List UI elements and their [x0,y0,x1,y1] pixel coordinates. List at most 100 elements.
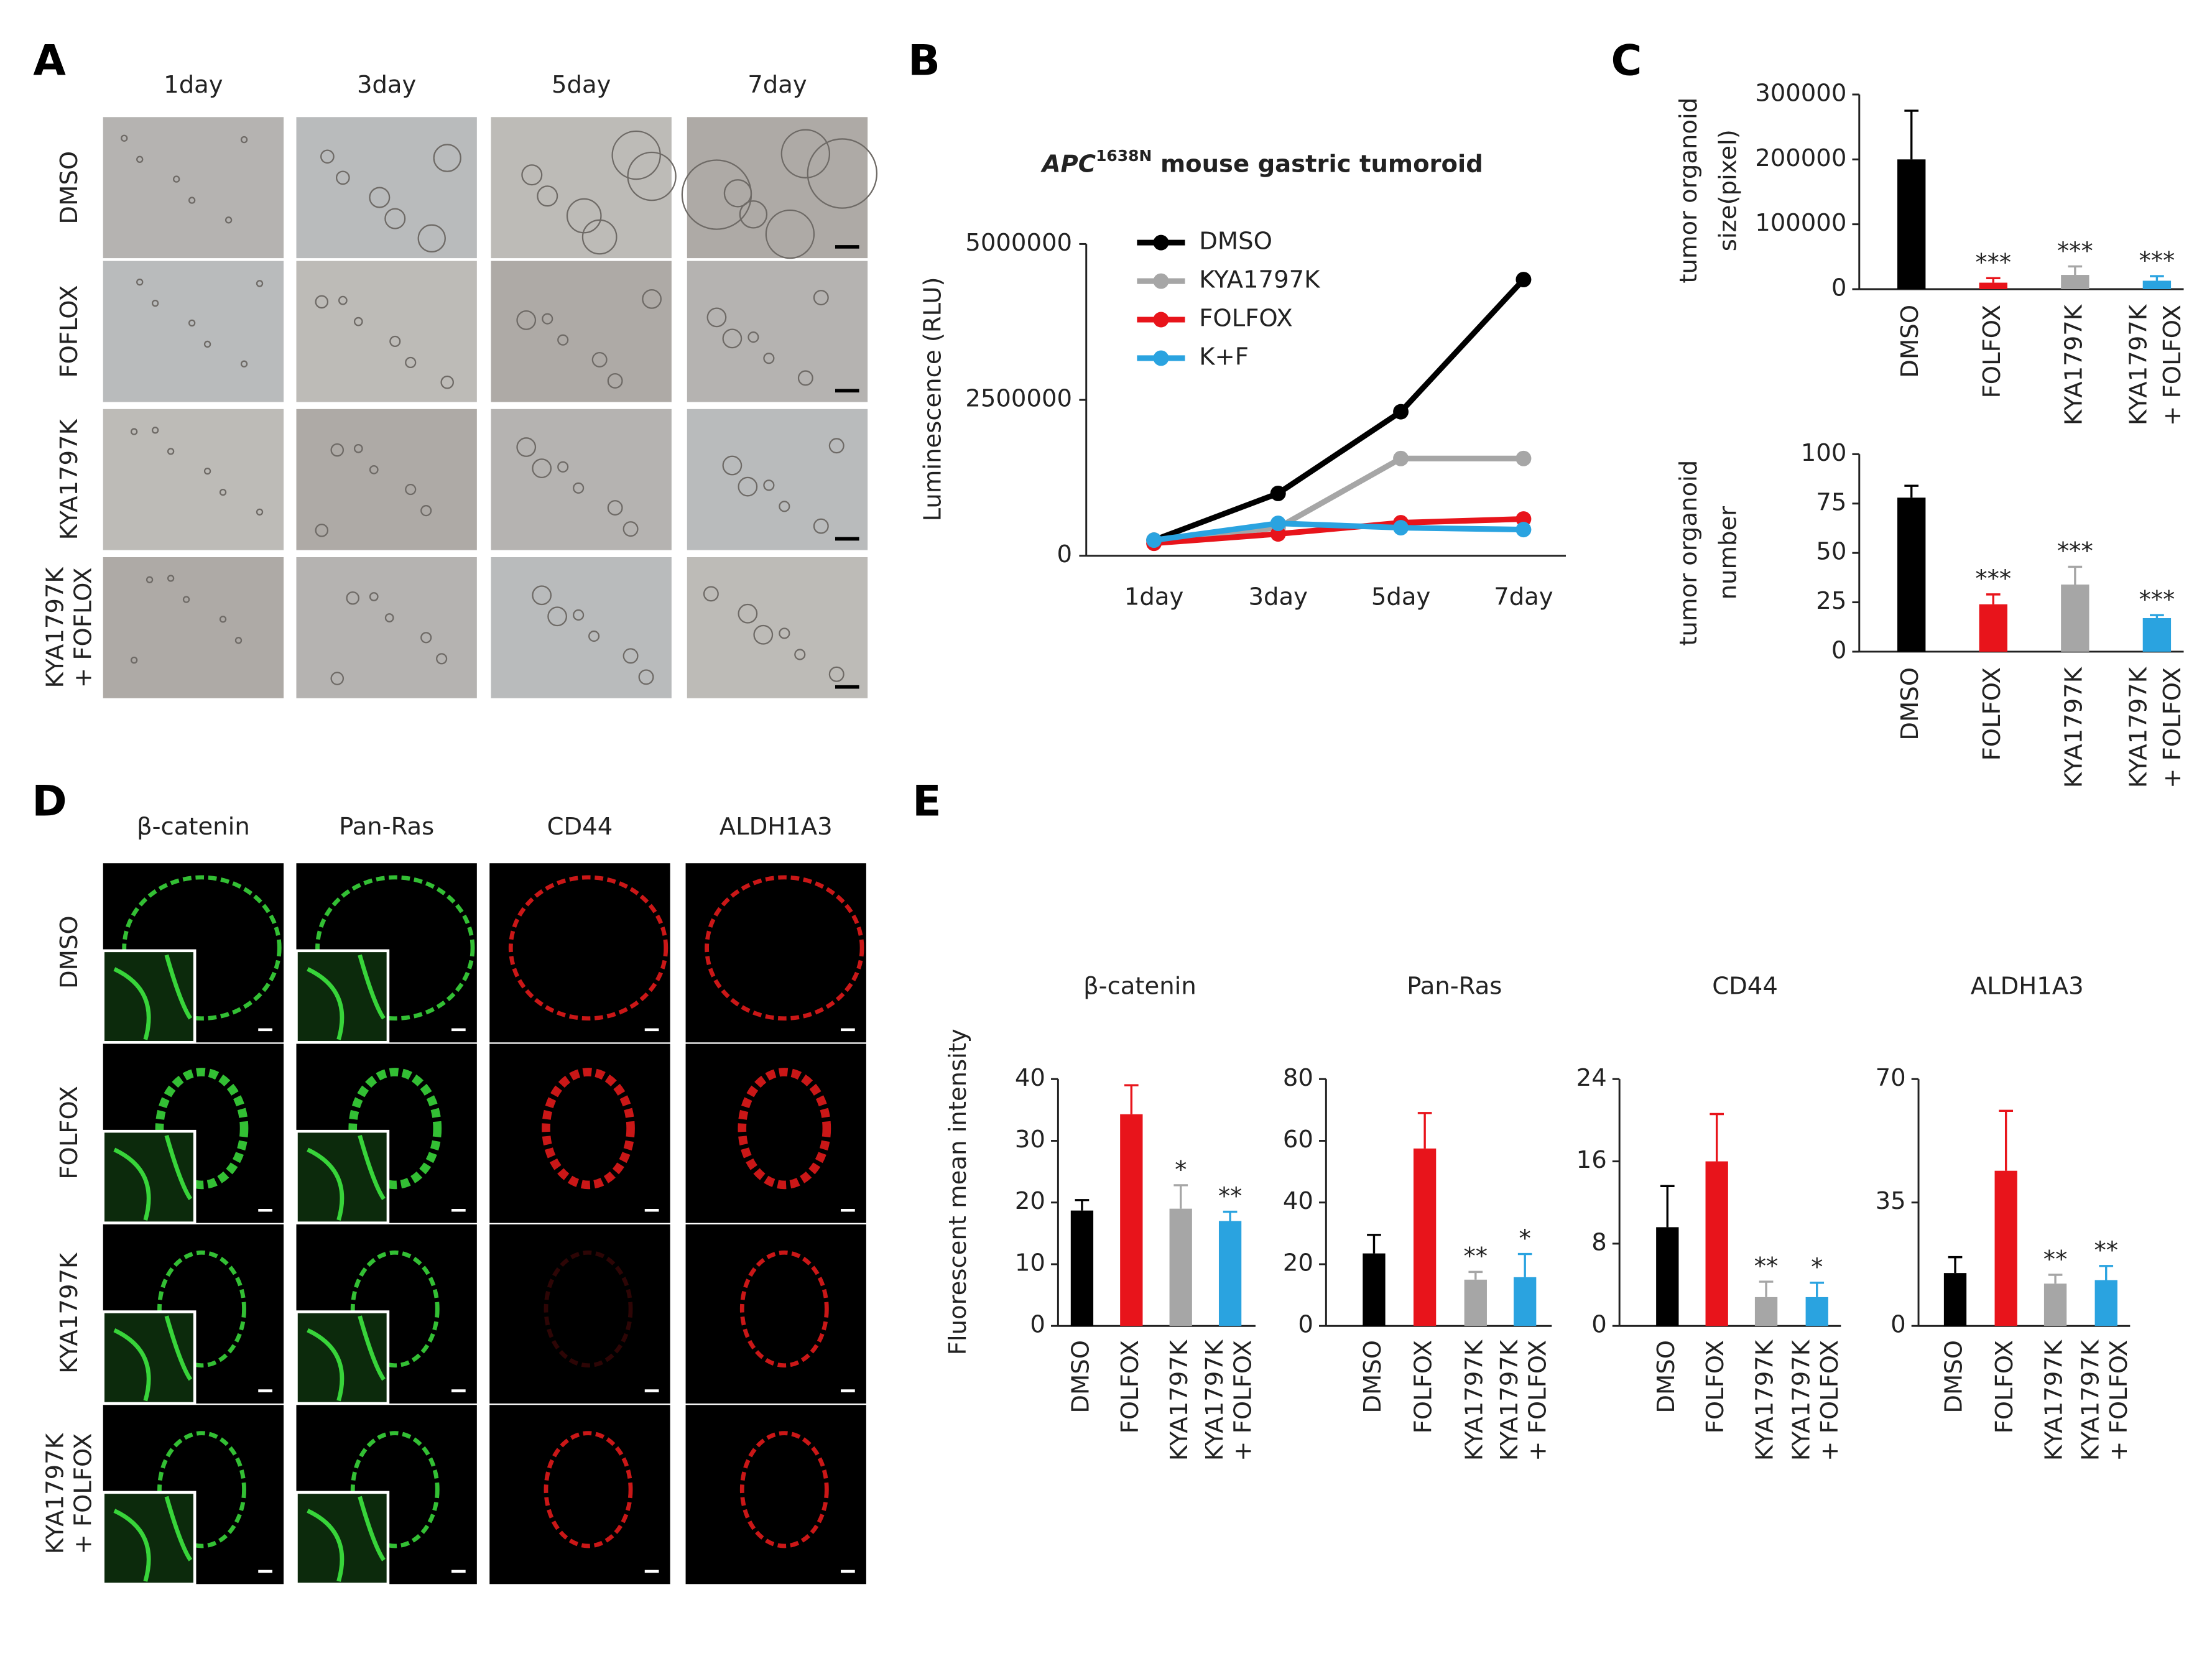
micrograph [685,863,866,1043]
y-tick-label: 40 [1283,1187,1313,1215]
column-label: ALDH1A3 [720,813,833,841]
inset-cell [113,1315,193,1402]
stained-organoid [348,1068,442,1190]
point [1516,511,1532,527]
organoid [521,164,543,186]
organoid [763,479,775,491]
organoid [753,624,774,645]
point [1393,404,1409,420]
significance-label: ** [1464,1242,1488,1270]
inset-cell [307,954,386,1040]
significance-label: *** [2139,247,2175,275]
y-tick-label: 5000000 [965,229,1072,257]
organoid [779,627,790,639]
micrograph [685,1043,866,1223]
bar [1363,1253,1386,1326]
row-label: KYA1797K [41,1432,69,1554]
organoid [369,592,379,601]
organoid [405,484,417,496]
x-tick-label: FOLFOX [1410,1340,1438,1433]
y-tick-label: 20 [1015,1187,1045,1215]
panel-letter: A [33,37,66,86]
stained-organoid [350,1431,440,1548]
x-tick-label: DMSO [1067,1340,1094,1413]
stained-organoid [155,1068,249,1190]
y-axis-label: tumor organoid [1675,98,1703,284]
organoid [203,340,211,348]
row-label: DMSO [55,915,83,989]
organoid [315,524,329,537]
organoid [320,149,335,164]
chart-title: β-catenin [1083,972,1196,1000]
organoid [581,219,618,255]
y-tick-label: 0 [1591,1311,1607,1339]
y-axis-label: size(pixel) [1715,129,1742,251]
organoid [353,443,363,453]
bar [1943,1273,1967,1326]
bar [2142,618,2172,652]
bar [1656,1227,1679,1326]
micrograph [685,1405,866,1584]
bar [1979,282,2007,290]
point [1146,532,1162,548]
micrograph [103,261,284,402]
micrograph [296,557,477,698]
row-label: FOFLOX [55,285,83,378]
bar [1464,1279,1487,1326]
column-label: β-catenin [137,813,250,841]
inset-cell [113,954,193,1040]
legend-marker [1153,350,1169,366]
organoid [330,672,345,685]
organoid [681,159,752,230]
x-tick-label: + FOLFOX [1229,1340,1257,1461]
x-tick-label: KYA1797K [1460,1339,1488,1461]
significance-label: ** [1754,1252,1779,1280]
significance-label: *** [2057,237,2093,265]
bar [1514,1277,1537,1326]
organoid [420,505,432,517]
organoid [763,353,775,364]
micrograph [489,1405,670,1584]
organoid [167,448,175,455]
stained-organoid [705,875,864,1021]
legend-label: DMSO [1199,228,1272,256]
micrograph [489,863,670,1043]
organoid [420,632,432,644]
organoid [353,317,363,326]
micrograph [296,409,477,550]
micrograph [296,261,477,402]
y-tick-label: 2500000 [965,385,1072,413]
y-tick-label: 0 [1057,540,1073,568]
y-tick-label: 8 [1591,1228,1607,1256]
chart-title: ALDH1A3 [1971,972,2084,1000]
organoid [542,313,553,325]
organoid [234,637,243,644]
row-label: + FOLFOX [70,1433,98,1555]
legend-label: FOLFOX [1199,304,1292,332]
organoid [627,151,677,201]
y-tick-label: 0 [1030,1311,1045,1339]
x-tick-label: + FOLFOX [2159,667,2187,789]
bar [1169,1208,1192,1326]
organoid [151,427,159,434]
stained-organoid [739,1250,829,1368]
organoid [136,155,144,163]
legend-label: KYA1797K [1199,266,1321,294]
organoid [315,295,329,309]
organoid [136,278,144,286]
x-tick-label: KYA1797K [1165,1339,1193,1461]
organoid [828,666,845,682]
bar [2061,275,2089,290]
stained-organoid [122,875,282,1021]
x-tick-label: KYA1797K [2125,666,2153,788]
inset-cell [307,1496,386,1582]
organoid [738,603,758,624]
stained-organoid [542,1068,635,1190]
stained-organoid [544,1250,633,1368]
micrograph [489,1224,670,1404]
legend-label: K+F [1199,343,1249,371]
line-series [1154,520,1524,544]
column-label: Pan-Ras [339,813,434,841]
row-label: DMSO [55,151,83,224]
y-tick-label: 100000 [1755,209,1846,237]
